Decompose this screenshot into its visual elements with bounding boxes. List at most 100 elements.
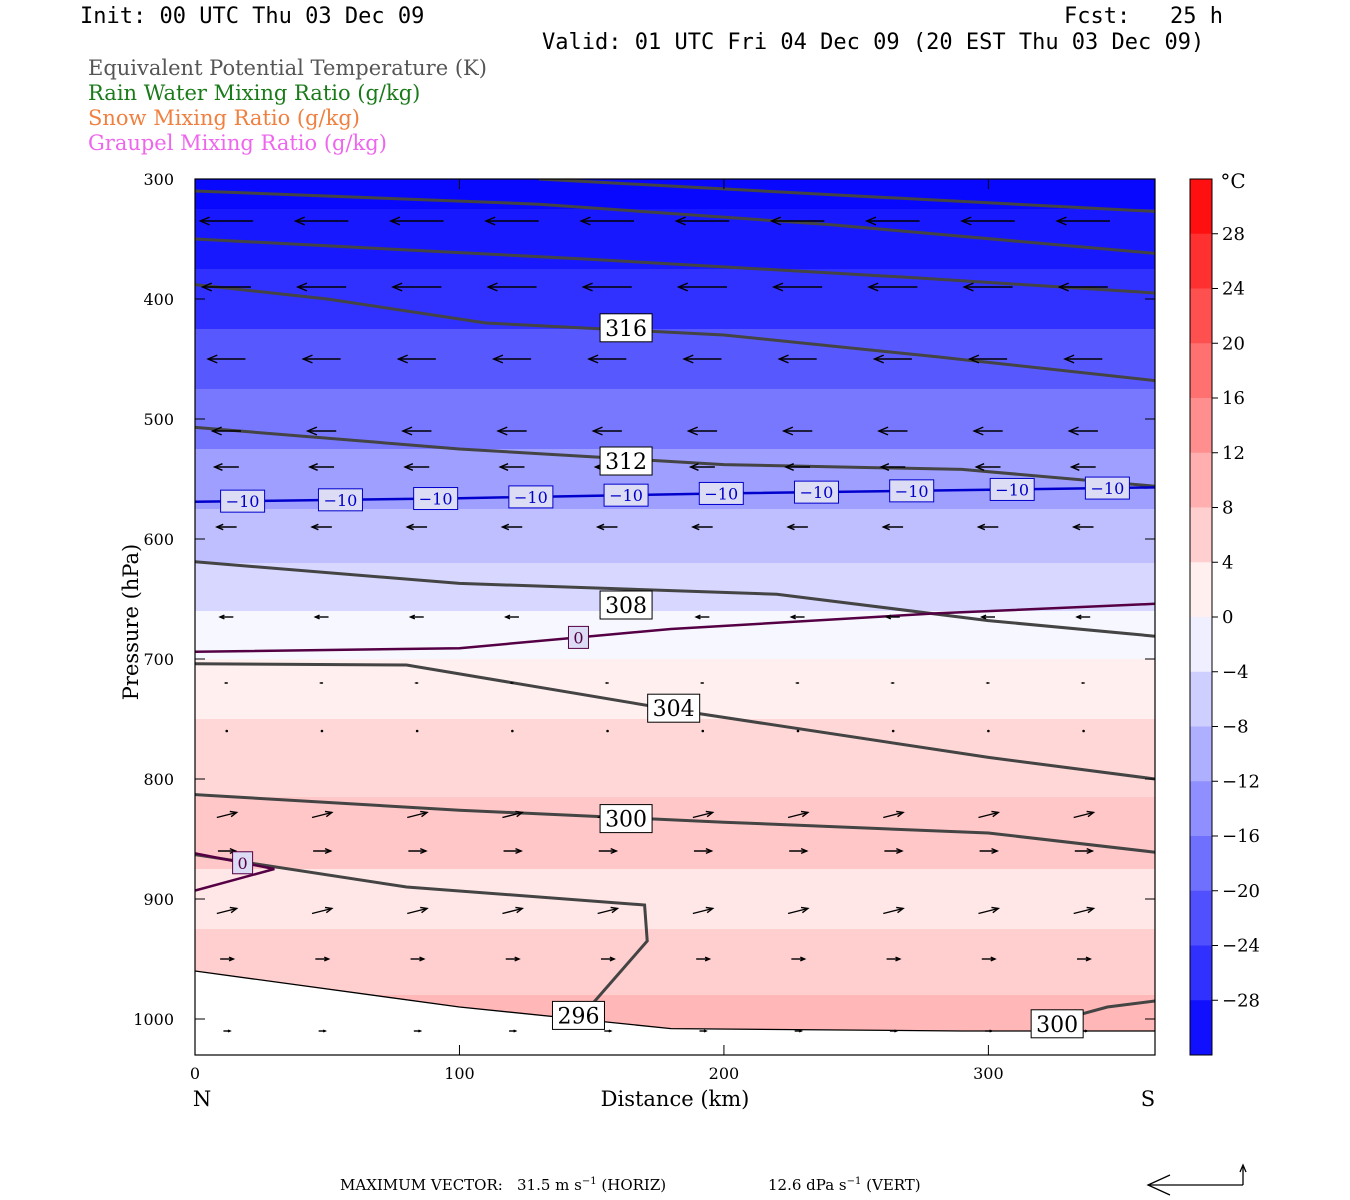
- wind-vector-head: [503, 614, 511, 620]
- wind-vector: [407, 810, 429, 819]
- wind-vector-head: [595, 523, 605, 531]
- wind-vector: [396, 354, 436, 364]
- wind-vector-head: [769, 216, 782, 226]
- wind-vector: [682, 354, 722, 364]
- wind-vector-head: [781, 426, 794, 436]
- wind-vector-shaft: [502, 907, 523, 915]
- theta-e-label: 300: [1036, 1013, 1078, 1038]
- wind-vector-head: [514, 956, 521, 962]
- temperature-label-box: [317, 488, 363, 512]
- wind-vector-head: [579, 216, 591, 226]
- wind-vector-head: [587, 354, 599, 364]
- wind-vector: [867, 282, 918, 292]
- colorbar-tick-label: 16: [1222, 388, 1245, 409]
- max-vector-label: MAXIMUM VECTOR:: [340, 1176, 503, 1194]
- temperature-band: [195, 269, 1155, 330]
- wind-vector-head: [800, 847, 809, 855]
- wind-vector: [795, 682, 800, 684]
- wind-vector-head: [308, 463, 318, 471]
- temperature-label: −10: [895, 482, 929, 501]
- wind-vector: [318, 1029, 328, 1033]
- wind-vector: [581, 282, 632, 292]
- wind-vector-head: [1075, 614, 1082, 620]
- wind-vector: [403, 463, 430, 471]
- wind-vector-shaft: [216, 907, 237, 915]
- wind-vector: [502, 810, 524, 819]
- temperature-label: −10: [704, 484, 738, 503]
- wind-vector-head: [704, 956, 712, 962]
- wind-vector-head: [688, 463, 699, 471]
- wind-vector-shaft: [883, 907, 904, 915]
- wind-vector-head: [867, 282, 879, 292]
- temperature-label-box: [567, 625, 589, 649]
- wind-vector: [212, 463, 239, 471]
- wind-vector-head: [1071, 523, 1081, 531]
- wind-vector: [220, 956, 236, 962]
- wind-vector-dot: [606, 729, 609, 733]
- wind-vector: [587, 354, 627, 364]
- wind-vector-head: [324, 847, 333, 855]
- wind-vector-head: [991, 906, 1001, 914]
- wind-vector-shaft: [787, 811, 809, 819]
- wind-vector: [491, 354, 532, 364]
- colorbar-swatch: [1190, 726, 1212, 782]
- wind-vector-head: [1085, 956, 1092, 962]
- colorbar-swatch: [1190, 671, 1212, 727]
- wind-vector-head: [313, 614, 320, 620]
- theta-e-label-box: [647, 693, 701, 723]
- y-tick-label: 800: [143, 770, 174, 789]
- wind-vector-head: [682, 354, 694, 364]
- wind-vector: [606, 729, 609, 733]
- wind-vector: [503, 614, 519, 620]
- colorbar-tick-label: −12: [1222, 771, 1260, 792]
- wind-vector-head: [985, 682, 989, 684]
- wind-vector: [311, 906, 334, 915]
- wind-vector: [960, 216, 1015, 226]
- wind-vector-head: [784, 463, 794, 471]
- theta-e-contour: [195, 560, 1155, 638]
- colorbar-swatch: [1190, 179, 1212, 235]
- wind-vector: [881, 523, 904, 531]
- temperature-label-box: [793, 480, 839, 504]
- colorbar: 28 24 20 16 12 8 4 0 −4 −8 −12 −16 −20 −24 −28: [1189, 178, 1260, 1056]
- wind-vector: [210, 426, 242, 436]
- colorbar-swatch: [1190, 945, 1212, 1001]
- wind-vector: [600, 956, 616, 962]
- wind-vector-head: [881, 523, 890, 531]
- wind-vector-head: [322, 1029, 328, 1033]
- wind-vector: [293, 216, 349, 226]
- wind-vector-head: [674, 216, 686, 226]
- wind-vector: [414, 682, 419, 684]
- colorbar-tick-label: −4: [1222, 662, 1249, 683]
- wind-vector: [676, 282, 727, 292]
- y-tick-label: 700: [143, 650, 174, 669]
- wind-vector-head: [705, 906, 715, 914]
- wind-vector-dot: [1082, 729, 1085, 733]
- wind-vector-head: [798, 1029, 804, 1033]
- wind-vector-head: [1069, 463, 1080, 471]
- theta-e-label-box: [551, 1000, 605, 1030]
- wind-vector: [784, 463, 811, 471]
- colorbar-tick-label: −24: [1222, 936, 1260, 957]
- reference-vector-icon: [1146, 1163, 1247, 1196]
- wind-vector-head: [581, 282, 593, 292]
- wind-vector-head: [509, 682, 513, 684]
- wind-vector: [1073, 906, 1096, 915]
- temperature-label: −10: [226, 492, 260, 511]
- wind-vector-head: [295, 282, 308, 292]
- wind-vector: [771, 282, 823, 292]
- temperature-band: [195, 563, 1155, 612]
- wind-vector-head: [1086, 906, 1096, 914]
- wind-vector: [498, 463, 525, 471]
- wind-vector-head: [310, 523, 319, 531]
- surface-line: [195, 970, 1155, 1032]
- wind-vector-head: [420, 847, 428, 855]
- wind-vector-head: [610, 906, 620, 914]
- wind-vector-head: [408, 614, 416, 620]
- wind-vector-head: [962, 282, 974, 292]
- wind-vector-head: [293, 216, 306, 226]
- wind-vector-head: [686, 426, 698, 436]
- wind-vector-shaft: [311, 811, 333, 819]
- colorbar-swatch: [1190, 781, 1212, 837]
- wind-vector-head: [1080, 682, 1084, 684]
